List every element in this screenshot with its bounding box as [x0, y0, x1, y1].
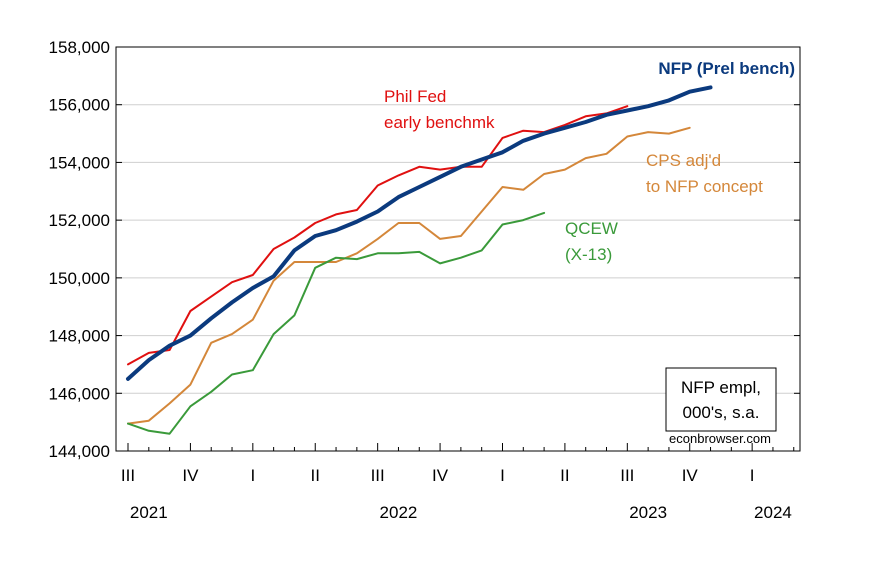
credit-text: econbrowser.com: [669, 431, 771, 446]
y-tick-label: 150,000: [49, 269, 110, 288]
y-tick-label: 144,000: [49, 442, 110, 461]
y-tick-label: 146,000: [49, 384, 110, 403]
y-tick-label: 152,000: [49, 211, 110, 230]
note-text: NFP empl,: [681, 378, 761, 397]
x-tick-label: III: [121, 466, 135, 485]
note-text: 000's, s.a.: [683, 403, 760, 422]
series-label: CPS adj'd: [646, 151, 721, 170]
series-label: QCEW: [565, 219, 618, 238]
note-box: [665, 367, 777, 432]
x-tick-label: I: [750, 466, 755, 485]
series-label: early benchmk: [384, 113, 495, 132]
x-tick-label: III: [371, 466, 385, 485]
x-tick-label: II: [560, 466, 569, 485]
x-year-label: 2021: [130, 503, 168, 522]
series-label: (X-13): [565, 245, 612, 264]
x-year-label: 2023: [629, 503, 667, 522]
series-line-3: [127, 126, 691, 425]
y-tick-label: 154,000: [49, 153, 110, 172]
series-label: NFP (Prel bench): [658, 59, 795, 78]
x-tick-label: IV: [682, 466, 699, 485]
x-tick-label: I: [250, 466, 255, 485]
x-year-label: 2024: [754, 503, 792, 522]
x-tick-label: III: [620, 466, 634, 485]
series-line-1: [126, 85, 713, 381]
plot-frame: [115, 46, 801, 452]
series-line-4: [127, 211, 546, 435]
y-tick-label: 156,000: [49, 96, 110, 115]
x-year-label: 2022: [380, 503, 418, 522]
y-tick-label: 158,000: [49, 38, 110, 57]
series-label: Phil Fed: [384, 87, 446, 106]
y-tick-label: 148,000: [49, 327, 110, 346]
x-tick-label: II: [311, 466, 320, 485]
x-tick-label: IV: [432, 466, 449, 485]
x-tick-label: I: [500, 466, 505, 485]
x-tick-label: IV: [182, 466, 199, 485]
series-label: to NFP concept: [646, 177, 763, 196]
